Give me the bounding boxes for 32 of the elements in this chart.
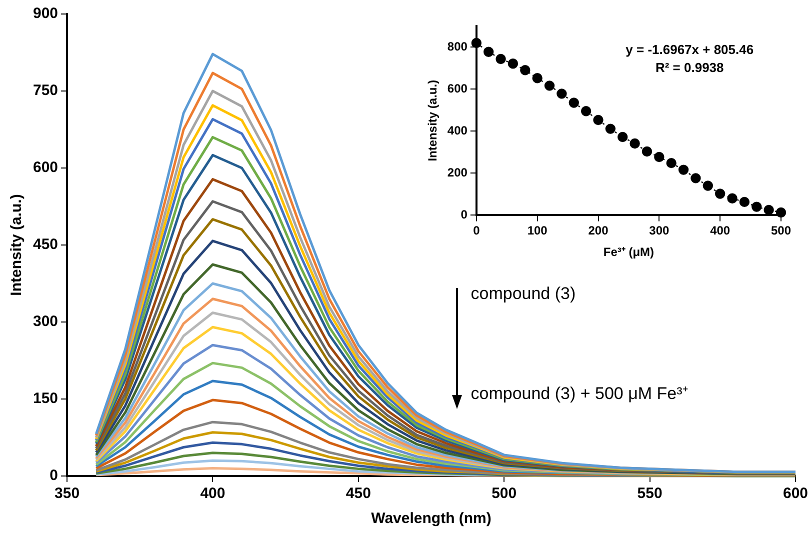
y-tick-label: 150 — [32, 390, 58, 408]
x-tick-label: 500 — [492, 485, 517, 502]
annotation: compound (3) + 500 μM Fe³⁺ — [470, 383, 688, 404]
x-tick-label: 400 — [200, 485, 226, 502]
annotation: compound (3) — [470, 284, 576, 304]
x-tick-label: 0 — [473, 224, 480, 238]
y-axis-title: Intensity (a.u.) — [426, 80, 440, 162]
x-tick-label: 200 — [588, 224, 609, 238]
x-tick-label: 300 — [649, 224, 670, 238]
y-tick-label: 200 — [447, 165, 468, 180]
x-tick-label: 550 — [637, 485, 662, 502]
y-tick-label: 450 — [32, 236, 58, 254]
y-tick-label: 400 — [447, 123, 468, 138]
y-tick-label: 300 — [32, 313, 58, 330]
annotation: R² = 0.9938 — [655, 60, 724, 75]
x-tick-label: 600 — [782, 485, 808, 502]
x-axis-title: Wavelength (nm) — [371, 510, 492, 528]
x-tick-label: 100 — [527, 224, 548, 238]
y-axis-title: Intensity (a.u.) — [8, 194, 26, 296]
y-tick-label: 750 — [32, 82, 58, 100]
y-tick-label: 900 — [32, 5, 58, 22]
x-tick-label: 450 — [346, 485, 371, 502]
y-tick-label: 0 — [460, 208, 468, 222]
x-tick-label: 500 — [770, 224, 792, 238]
y-tick-label: 0 — [50, 467, 58, 484]
y-tick-label: 800 — [447, 39, 468, 54]
y-tick-label: 600 — [32, 159, 58, 176]
y-tick-label: 600 — [447, 81, 468, 96]
x-tick-label: 400 — [710, 224, 730, 238]
annotation: y = -1.6967x + 805.46 — [626, 42, 754, 57]
x-axis-title: Fe³⁺ (μM) — [603, 245, 654, 260]
x-tick-label: 350 — [54, 485, 80, 502]
